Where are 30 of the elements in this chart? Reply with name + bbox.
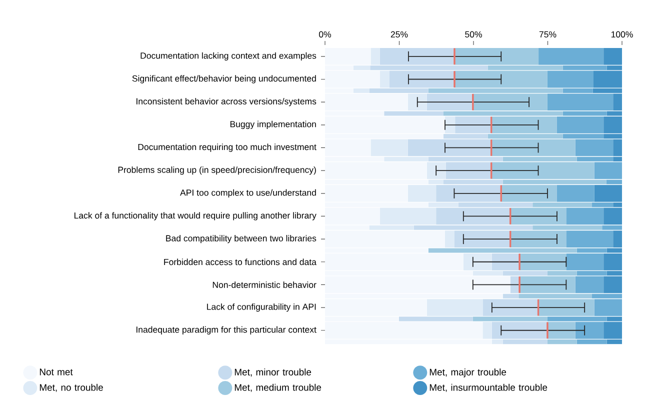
x-tick-label: 50%	[465, 31, 482, 38]
x-tick-label: 25%	[390, 31, 408, 38]
legend-label: Met, medium trouble	[234, 384, 322, 392]
x-tick-label: 75%	[539, 31, 556, 38]
y-tick-label: Problems scaling up (in speed/precision/frequency)	[118, 166, 316, 175]
bar	[444, 116, 456, 134]
x-tick-label: 100%	[611, 31, 633, 38]
y-tick-label: Inadequate paradigm for this particular context	[136, 326, 316, 334]
bar	[482, 322, 492, 339]
y-tick-label: Buggy implementation	[230, 120, 316, 129]
y-tick-label: API too complex to use/understand	[180, 189, 316, 198]
legend-label: Not met	[40, 368, 73, 376]
y-tick-label: Non-deterministic behavior	[212, 281, 316, 288]
y-tick-label: Forbidden access to functions and data	[164, 258, 316, 266]
legend-label: Met, no trouble	[40, 384, 103, 392]
bar	[380, 70, 390, 88]
legend-label: Met, minor trouble	[234, 368, 312, 377]
bar	[370, 48, 380, 65]
legend-label: Met, major trouble	[430, 368, 506, 378]
y-tick-label: Inconsistent behavior across versions/systems	[136, 98, 316, 106]
x-tick-label: 0%	[319, 31, 332, 38]
y-tick-label: Lack of configurability in API	[207, 303, 316, 312]
y-tick-label: Documentation requiring too much investment	[138, 144, 316, 152]
y-tick-label: Bad compatibility between two libraries	[166, 234, 316, 244]
bar	[444, 230, 454, 248]
y-tick-label: Significant effect/behavior being undocumented	[132, 75, 316, 84]
bar	[492, 340, 503, 344]
legend-label: Met, insurmountable trouble	[430, 384, 548, 392]
y-tick-label: Lack of a functionality that would require pulling another library	[74, 212, 316, 220]
y-tick-label: Documentation lacking context and examples	[140, 52, 316, 60]
